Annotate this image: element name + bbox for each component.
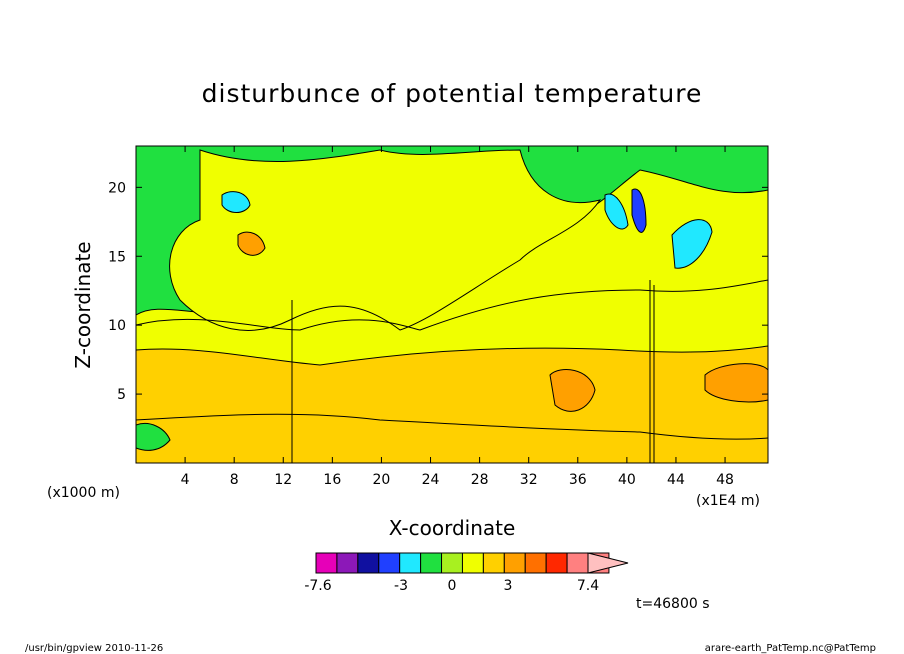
colorbar-bin: [461, 552, 484, 574]
y-unit-label: (x1000 m): [47, 485, 120, 501]
region-cyan-right-2: [604, 193, 629, 230]
region-orange-left: [237, 231, 266, 256]
chart-title: disturbunce of potential temperature: [202, 79, 703, 108]
colorbar-bin: [315, 552, 338, 574]
region-orange-right: [704, 363, 768, 403]
y-tick-label: 10: [108, 318, 126, 334]
region-mid-yellow: [169, 149, 602, 331]
region-cyan-right: [671, 219, 713, 269]
x-tick-label: 48: [716, 472, 734, 488]
x-tick-label: 12: [274, 472, 292, 488]
colorbar-bin: [441, 552, 463, 574]
y-axis-title: Z-coordinate: [71, 241, 95, 368]
colorbar-tick-label: 0: [448, 578, 457, 594]
x-axis: 4 8 12 16 20 24 28 32 36 40 44 48: [181, 146, 734, 488]
colorbar-bin: [482, 552, 505, 574]
region-warm-lower: [136, 345, 768, 463]
x-tick-label: 8: [230, 472, 239, 488]
x-tick-label: 4: [181, 472, 190, 488]
colorbar: [315, 552, 629, 574]
x-tick-label: 36: [569, 472, 587, 488]
plot-area: [136, 146, 768, 463]
region-blue-spike: [631, 188, 647, 233]
region-green-low: [136, 423, 171, 451]
y-tick-label: 5: [117, 387, 126, 403]
colorbar-labels: -7.6 -3 0 3 7.4: [304, 578, 599, 594]
x-tick-label: 40: [618, 472, 636, 488]
region-orange-center: [549, 369, 596, 412]
footer-right: arare-earth_PatTemp.nc@PatTemp: [705, 643, 876, 654]
colorbar-arrow: [587, 552, 629, 574]
colorbar-tick-label: -3: [394, 578, 408, 594]
contour-lines: [136, 279, 768, 463]
colorbar-bin: [420, 552, 443, 574]
x-tick-label: 16: [323, 472, 341, 488]
x-tick-label: 32: [520, 472, 538, 488]
colorbar-bin: [503, 552, 526, 574]
region-cyan-left: [221, 191, 251, 213]
colorbar-bin: [545, 552, 568, 574]
colorbar-bin: [336, 552, 359, 574]
x-unit-label: (x1E4 m): [696, 493, 760, 509]
colorbar-bin: [378, 552, 401, 574]
colorbar-bin: [357, 552, 380, 574]
x-tick-label: 24: [422, 472, 440, 488]
footer-left: /usr/bin/gpview 2010-11-26: [25, 643, 163, 654]
colorbar-tick-label: -7.6: [304, 578, 331, 594]
y-axis: 5 10 15 20: [108, 180, 768, 403]
x-axis-title: X-coordinate: [389, 516, 516, 540]
colorbar-tick-label: 7.4: [577, 578, 599, 594]
x-tick-label: 44: [667, 472, 685, 488]
colorbar-bin: [399, 552, 422, 574]
x-tick-label: 20: [373, 472, 391, 488]
colorbar-tick-label: 3: [504, 578, 513, 594]
y-tick-label: 15: [108, 249, 126, 265]
x-tick-label: 28: [471, 472, 489, 488]
y-tick-label: 20: [108, 180, 126, 196]
plot-frame: [135, 145, 769, 464]
time-label: t=46800 s: [636, 596, 710, 612]
colorbar-bin: [524, 552, 547, 574]
